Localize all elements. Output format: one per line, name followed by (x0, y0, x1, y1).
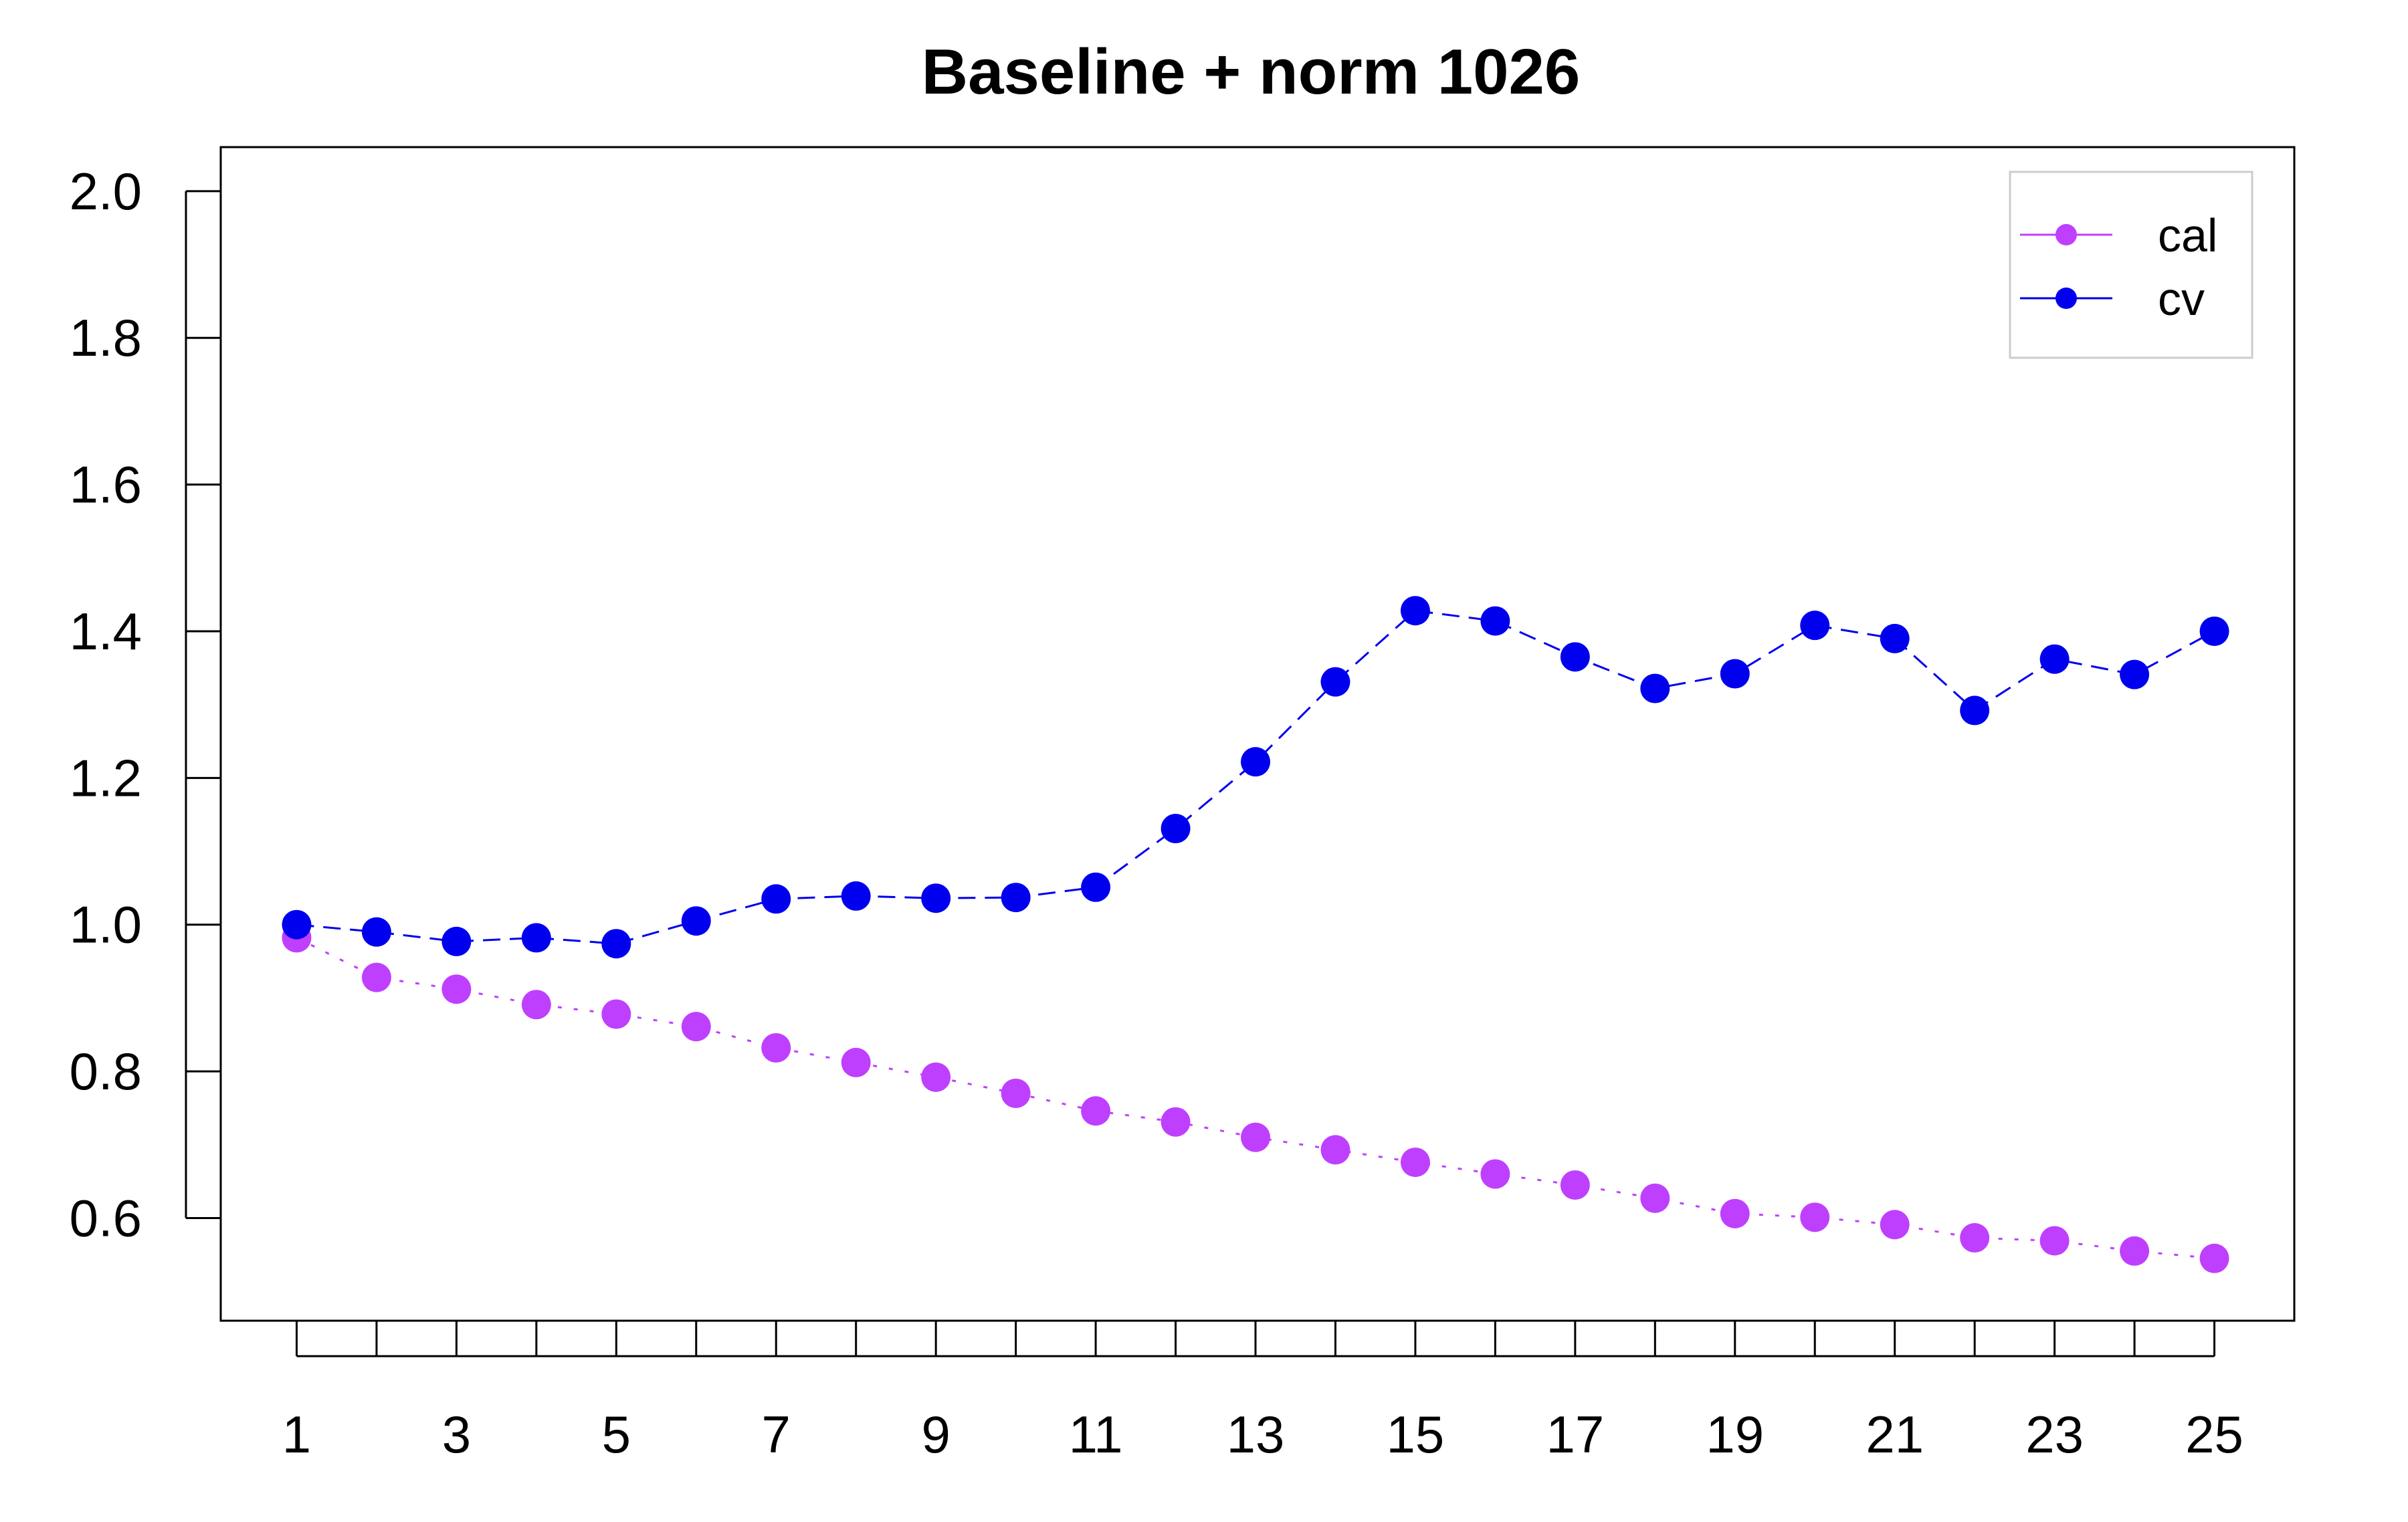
data-point-cal (2039, 1226, 2070, 1256)
data-point-cal (2199, 1243, 2229, 1273)
data-point-cal (1560, 1170, 1590, 1200)
x-tick-label: 3 (442, 1405, 471, 1464)
y-tick-label: 1.4 (70, 602, 142, 661)
data-point-cal (441, 974, 472, 1004)
x-tick-label: 11 (1069, 1405, 1123, 1464)
data-point-cv (1800, 611, 1830, 641)
legend-marker-cal (2055, 224, 2077, 245)
data-point-cv (1161, 813, 1191, 843)
data-point-cv (2120, 659, 2150, 689)
data-point-cal (361, 962, 391, 992)
y-tick-label: 2.0 (70, 162, 142, 221)
data-point-cal (841, 1047, 871, 1077)
chart-title: Baseline + norm 1026 (922, 36, 1581, 108)
data-point-cal (1400, 1148, 1430, 1178)
data-point-cv (1320, 667, 1350, 697)
data-point-cal (761, 1032, 791, 1063)
data-point-cv (1400, 596, 1430, 626)
data-point-cv (521, 923, 551, 953)
data-point-cv (1001, 883, 1031, 913)
data-point-cal (1720, 1198, 1750, 1228)
legend-marker-cv (2055, 288, 2077, 309)
series-layer (282, 596, 2229, 1273)
data-point-cal (1161, 1107, 1191, 1137)
series-line-cal (296, 937, 2215, 1260)
plot-frame (219, 146, 2296, 1322)
x-tick-label: 17 (1546, 1405, 1604, 1464)
data-point-cal (1241, 1122, 1271, 1152)
x-axis: 1 3 5 7 9 11 13 15 17 19 21 23 25 (282, 1321, 2243, 1464)
data-point-cal (921, 1062, 951, 1092)
data-point-cv (1480, 606, 1510, 636)
data-point-cv (921, 883, 951, 913)
x-tick-label: 23 (2025, 1405, 2084, 1464)
data-point-cal (521, 990, 551, 1020)
y-tick-label: 1.0 (70, 895, 142, 954)
x-tick-label: 7 (762, 1405, 791, 1464)
data-point-cal (1640, 1183, 1670, 1213)
data-point-cal (601, 999, 631, 1029)
data-point-cv (2199, 616, 2229, 646)
data-point-cal (1960, 1223, 1990, 1253)
data-point-cal (1001, 1078, 1031, 1108)
data-point-cv (1640, 673, 1670, 703)
data-point-cv (681, 906, 711, 936)
data-point-cal (1320, 1135, 1350, 1165)
y-tick-label: 1.8 (70, 308, 142, 367)
data-point-cv (1081, 872, 1111, 902)
data-point-cv (601, 929, 631, 959)
y-tick-label: 1.6 (70, 455, 142, 514)
x-tick-label: 15 (1387, 1405, 1445, 1464)
x-tick-label: 25 (2185, 1405, 2243, 1464)
x-tick-label: 13 (1227, 1405, 1285, 1464)
data-point-cal (1800, 1202, 1830, 1232)
legend-label-cal: cal (2158, 209, 2217, 261)
data-point-cal (1081, 1096, 1111, 1126)
data-point-cal (2120, 1236, 2150, 1266)
data-point-cv (1960, 695, 1990, 726)
x-tick-label: 1 (282, 1405, 311, 1464)
data-point-cal (1480, 1159, 1510, 1189)
x-tick-label: 19 (1706, 1405, 1764, 1464)
data-point-cv (1880, 623, 1910, 653)
x-tick-label: 9 (921, 1405, 950, 1464)
legend-label-cv: cv (2158, 273, 2205, 325)
data-point-cv (361, 917, 391, 947)
data-point-cv (2039, 644, 2070, 674)
data-point-cal (1880, 1210, 1910, 1240)
data-point-cv (1560, 642, 1590, 672)
series-cv (282, 596, 2229, 959)
y-tick-label: 0.6 (70, 1188, 142, 1247)
legend-box (2009, 171, 2253, 359)
y-axis: 0.6 0.8 1.0 1.2 1.4 1.6 1.8 2.0 (70, 162, 221, 1247)
x-tick-label: 5 (602, 1405, 631, 1464)
x-tick-label: 21 (1866, 1405, 1924, 1464)
series-cal (282, 923, 2229, 1273)
data-point-cv (441, 926, 472, 956)
series-line-cv (296, 609, 2215, 945)
y-tick-label: 1.2 (70, 748, 142, 807)
data-point-cv (841, 881, 871, 911)
data-point-cv (761, 884, 791, 914)
y-tick-label: 0.8 (70, 1042, 142, 1101)
data-point-cv (282, 909, 312, 940)
data-point-cal (681, 1012, 711, 1042)
data-point-cv (1720, 659, 1750, 689)
data-point-cv (1241, 747, 1271, 777)
legend: cal cv (2009, 171, 2253, 359)
